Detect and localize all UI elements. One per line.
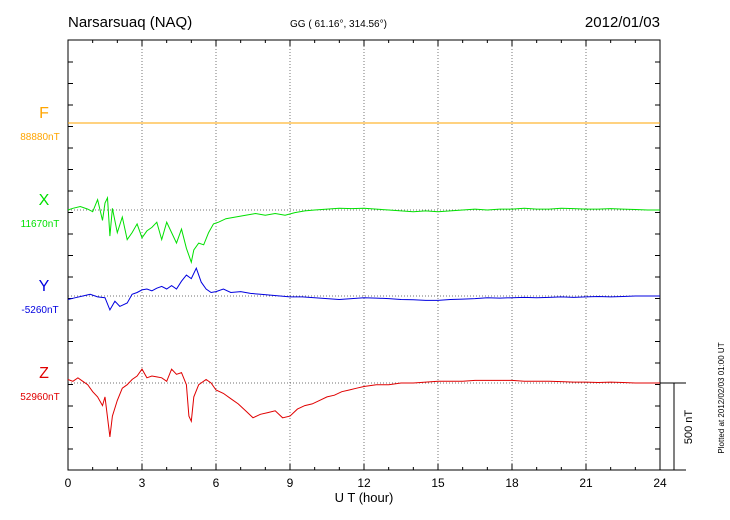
x-tick-label: 24 bbox=[653, 476, 667, 490]
series-baseline-y: -5260nT bbox=[21, 305, 58, 316]
x-tick-label: 3 bbox=[139, 476, 146, 490]
series-line-x bbox=[67, 195, 660, 265]
x-ticks: 0 3 6 9 12 15 18 21 24 bbox=[65, 40, 667, 490]
series-baseline-z: 52960nT bbox=[20, 392, 59, 403]
series-group: F 88880nT X 11670nT Y -5260nT Z 52960nT bbox=[20, 105, 660, 437]
x-tick-label: 6 bbox=[213, 476, 220, 490]
series-name-x: X bbox=[39, 192, 50, 209]
series-line-z bbox=[67, 368, 660, 437]
grid-lines bbox=[141, 40, 587, 470]
chart-date: 2012/01/03 bbox=[585, 14, 660, 31]
series-line-y bbox=[67, 266, 660, 312]
plotted-footer: Plotted at 2012/02/03 01:00 UT bbox=[717, 342, 726, 453]
series-name-f: F bbox=[39, 105, 49, 122]
scale-bar: 500 nT bbox=[660, 382, 695, 471]
series-name-z: Z bbox=[39, 365, 49, 382]
series-baseline-x: 11670nT bbox=[21, 219, 60, 230]
series-baseline-f: 88880nT bbox=[20, 132, 59, 143]
chart-subtitle: GG ( 61.16°, 314.56°) bbox=[290, 19, 387, 30]
series-name-y: Y bbox=[39, 278, 50, 295]
y-tick-marks bbox=[68, 61, 660, 450]
x-tick-label: 21 bbox=[579, 476, 593, 490]
x-tick-label: 12 bbox=[357, 476, 371, 490]
plot-frame bbox=[67, 39, 661, 471]
x-axis-label: U T (hour) bbox=[335, 490, 394, 505]
chart-title: Narsarsuaq (NAQ) bbox=[68, 14, 192, 31]
x-tick-label: 9 bbox=[287, 476, 294, 490]
x-tick-label: 0 bbox=[65, 476, 72, 490]
x-tick-label: 18 bbox=[505, 476, 519, 490]
scale-bar-label: 500 nT bbox=[683, 410, 695, 445]
x-tick-label: 15 bbox=[431, 476, 445, 490]
